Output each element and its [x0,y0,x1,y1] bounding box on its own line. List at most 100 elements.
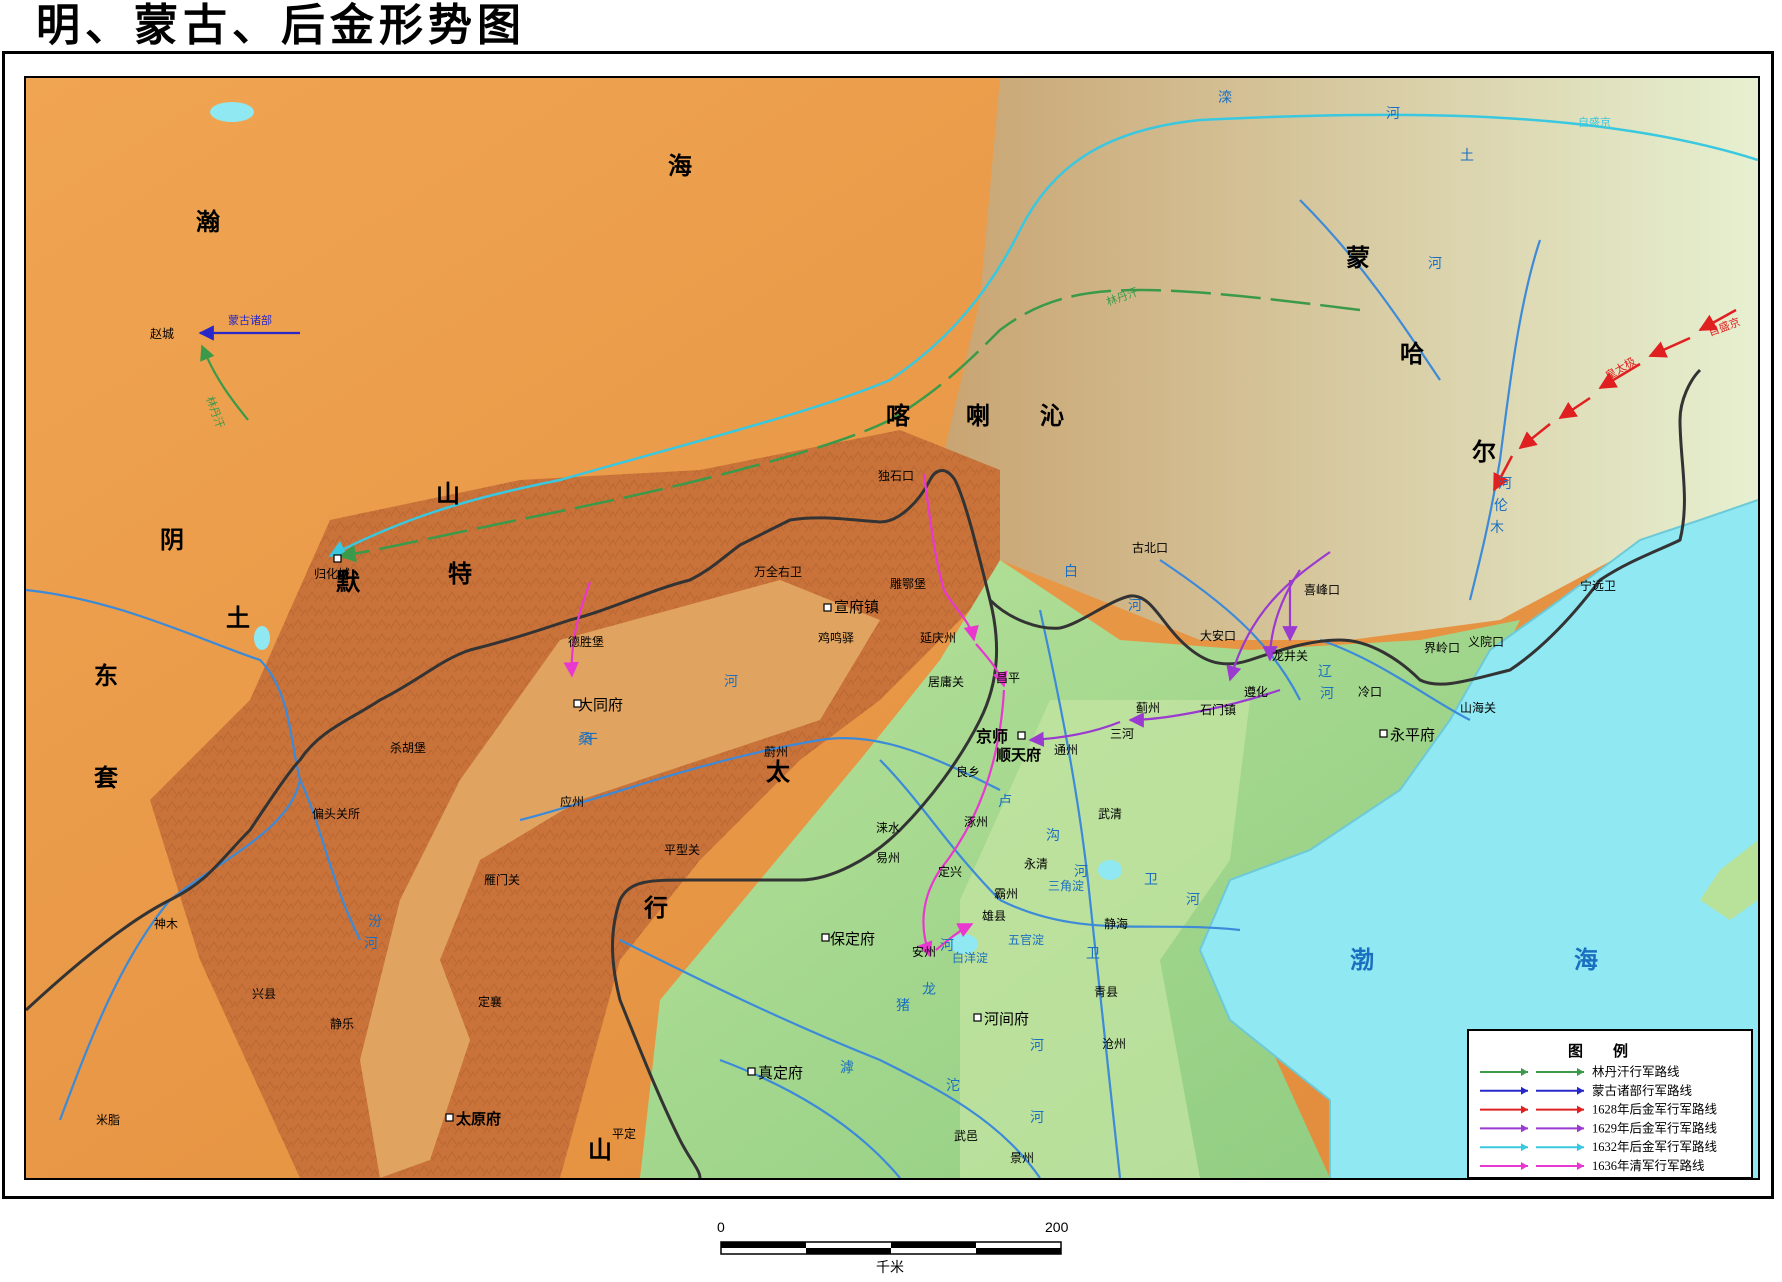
lake-baiyang [950,934,978,954]
place-jingle: 静乐 [330,1017,354,1031]
legend-item-label: 1636年清军行军路线 [1592,1158,1705,1173]
place-yiyuan: 义院口 [1468,635,1504,649]
place-yingzhou: 应州 [560,794,584,809]
river-hutuo-2: 沱 [946,1077,960,1093]
lake-north [210,102,254,122]
legend: 图 例 [1467,1029,1753,1179]
region-hanhai-2: 海 [668,152,692,180]
river-liao-1: 辽 [1318,663,1332,679]
bohai-sea-shore [1198,499,1758,1178]
place-yongqing: 永清 [1024,857,1048,871]
place-zunhua: 遵化 [1244,684,1268,699]
place-xingxian: 兴县 [252,987,276,1001]
river-sang-1: 桑 [578,731,592,747]
region-taihang-3: 山 [588,1137,612,1164]
region-kalaqin-1: 喀 [886,402,910,430]
place-shenmu: 神木 [154,917,178,931]
place-jingzhou: 景州 [1010,1151,1034,1165]
place-bazhou: 霸州 [994,887,1018,901]
great-wall [26,368,1702,1178]
legend-item-label: 1632年后金军行军路线 [1592,1139,1718,1154]
place-anzhou: 安州 [912,944,936,959]
place-yongping: 永平府 [1390,727,1435,744]
route-1636-a [922,473,979,642]
place-dingxiang: 定襄 [478,994,502,1009]
legend-swatch-arrowhead [1577,1086,1584,1095]
route-1628-d [1558,396,1591,420]
place-datong: 大同府 [578,697,623,714]
place-gubeikou: 古北口 [1132,540,1168,555]
map-outer-frame [2,51,1774,1199]
region-hanhai-1: 瀚 [196,208,220,236]
legend-item: 林丹汗行军路线 [1480,1064,1680,1079]
route-1628-c [1598,362,1641,390]
place-wanquan: 万全右卫 [754,564,802,579]
place-sanhe: 三河 [1110,727,1134,741]
river-network [26,199,1542,1178]
river-lugou-2: 沟 [1046,827,1060,843]
region-mongol-2: 哈 [1400,341,1424,368]
route-1636-d [935,923,974,951]
legend-swatch-arrowhead [1577,1124,1584,1133]
route-1629-b [1262,569,1301,662]
route-1629-d [1128,688,1281,728]
route-1628-b [1648,336,1691,358]
legend-swatch-arrowhead [1577,1162,1584,1170]
scale-end: 200 [1045,1219,1069,1235]
terrain-basin [360,580,880,1178]
route-1636-e [563,581,592,678]
place-liangxiang: 良乡 [956,764,980,779]
place-wuyi: 武邑 [954,1129,978,1143]
river-hutuo-3: 河 [1030,1037,1044,1053]
place-jieling: 界岭口 [1424,641,1460,655]
region-mongol-3: 尔 [1472,438,1496,466]
legend-swatch-arrowhead [1521,1143,1528,1152]
legend-swatch-arrowhead [1521,1105,1528,1114]
river-wei-2: 河 [1186,891,1200,907]
region-kalaqin-2: 喇 [966,403,990,430]
place-wuguandian: 五官淀 [1008,932,1044,947]
river-lugou-1: 卢 [998,793,1012,809]
region-tumote-1: 土 [226,605,250,632]
liaodong-peninsula [1700,840,1758,920]
place-xiongxian: 雄县 [982,908,1006,923]
place-shuntian: 顺天府 [996,746,1041,764]
city-markers [333,554,1388,1122]
river-laoha-1: 木 [1490,519,1504,535]
place-daan: 大安口 [1200,628,1236,643]
place-zhaocheng: 赵城 [150,327,174,341]
river-laoha-3: 河 [1498,475,1512,491]
river-bai-1: 白 [1064,563,1078,579]
region-bohai-1: 渤 [1350,947,1374,974]
place-shimen: 石门镇 [1200,702,1236,717]
river-fen-2: 河 [364,935,378,951]
legend-item-label: 林丹汗行军路线 [1592,1064,1680,1079]
map-title: 明、蒙古、后金形势图 [36,0,526,51]
route-lindan-east [338,288,1361,563]
region-tumote-2: 默 [336,569,361,596]
legend-item-label: 1629年后金军行军路线 [1592,1120,1718,1135]
region-taihang-1: 太 [766,759,791,786]
place-baoding: 保定府 [830,931,875,948]
river-zhulong-3: 河 [940,937,954,953]
place-xifeng: 喜峰口 [1304,583,1340,597]
region-tumote-3: 特 [448,561,472,588]
river-wei-3: 卫 [1086,945,1100,961]
place-pianguan: 偏头关所 [312,806,360,821]
river-laoha-2: 伦 [1494,497,1508,513]
place-laishui: 涞水 [876,821,900,835]
bohai-sea [1200,500,1758,1178]
place-shahu: 杀胡堡 [390,740,426,755]
route-1629-e [1028,720,1121,747]
place-wuqing: 武清 [1098,807,1122,821]
legend-swatch-arrowhead [1577,1068,1584,1076]
place-baiyangdian: 白洋淀 [952,950,988,965]
region-bohai-2: 海 [1574,946,1598,974]
scale-unit: 千米 [876,1259,904,1275]
place-shanhai: 山海关 [1460,700,1496,715]
place-diaoe: 雕鄂堡 [890,576,926,591]
legend-swatch-arrowhead [1521,1162,1528,1170]
place-pingxing: 平型关 [664,843,700,857]
place-yizhou: 易州 [876,851,900,865]
river-liao-2: 河 [1320,685,1334,701]
